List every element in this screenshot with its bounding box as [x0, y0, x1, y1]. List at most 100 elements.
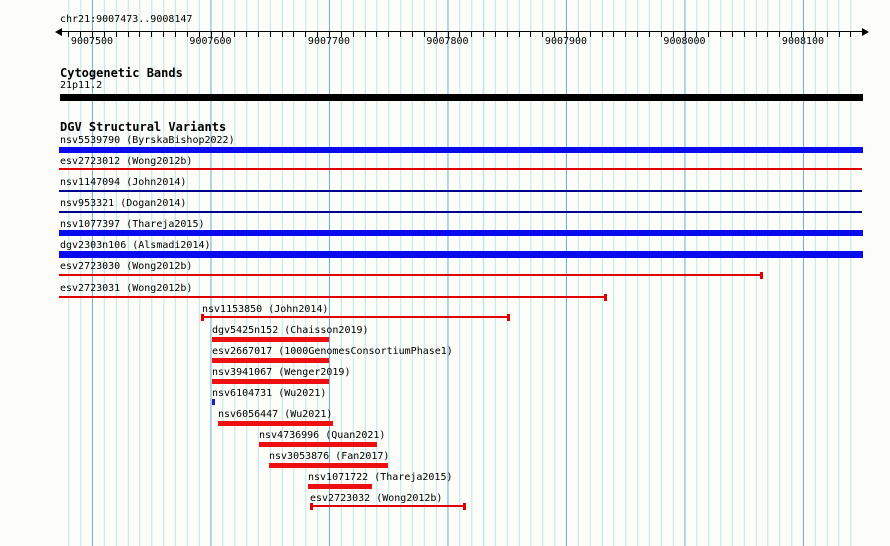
- ruler-tick: [400, 32, 402, 37]
- variant-label[interactable]: nsv1071722 (Thareja2015): [308, 472, 453, 483]
- variant-glyph-line[interactable]: [202, 316, 509, 318]
- ruler-tick-label: 9007800: [426, 36, 469, 47]
- variant-glyph-line[interactable]: [59, 190, 862, 192]
- variant-label[interactable]: dgv2303n106 (Alsmadi2014): [60, 240, 211, 251]
- variant-glyph-bar[interactable]: [212, 379, 329, 384]
- variant-label[interactable]: nsv3053876 (Fan2017): [269, 451, 390, 462]
- variant-glyph-bar[interactable]: [308, 484, 372, 489]
- variant-label[interactable]: esv2723032 (Wong2012b): [310, 493, 443, 504]
- ruler-tick: [554, 32, 556, 37]
- ruler-tick: [388, 32, 390, 37]
- ruler-tick: [222, 32, 224, 37]
- ruler-tick-label: 9008100: [781, 36, 825, 47]
- ruler-tick: [246, 32, 248, 37]
- ruler-tick: [601, 32, 603, 37]
- ruler-tick: [708, 32, 710, 37]
- variant-glyph-line[interactable]: [59, 274, 762, 276]
- variant-glyph-bar[interactable]: [269, 463, 388, 468]
- ruler-tick-label: 9007500: [70, 36, 114, 47]
- variant-glyph-line[interactable]: [59, 168, 862, 170]
- ruler-tick: [459, 32, 461, 37]
- ruler-tick: [257, 32, 259, 37]
- variant-label[interactable]: nsv1147094 (John2014): [60, 177, 187, 188]
- variant-glyph-line[interactable]: [59, 211, 862, 213]
- ruler-tick: [814, 32, 816, 37]
- ruler-tick: [269, 32, 271, 37]
- grid-background: [59, 0, 853, 546]
- ruler-tick: [186, 32, 188, 37]
- ruler-tick: [127, 32, 129, 37]
- variant-endcap-left: [310, 502, 313, 510]
- ruler-tick: [293, 32, 295, 37]
- ruler-arrow-right-icon: [862, 27, 869, 36]
- variant-label[interactable]: nsv5539790 (ByrskaBishop2022): [60, 135, 235, 146]
- ruler-tick: [779, 32, 781, 37]
- variant-label[interactable]: nsv4736996 (Quan2021): [259, 430, 386, 441]
- ruler-tick: [340, 32, 342, 37]
- ruler-tick-label: 9007600: [189, 36, 232, 47]
- ruler-tick: [447, 32, 449, 37]
- ruler-tick: [660, 32, 662, 37]
- ruler-tick: [210, 32, 212, 37]
- ruler-tick: [151, 32, 153, 37]
- ruler-tick: [613, 32, 615, 37]
- ruler-tick: [376, 32, 378, 37]
- variant-glyph-bar[interactable]: [259, 442, 377, 447]
- ruler-tick: [826, 32, 828, 37]
- ruler-tick: [791, 32, 793, 37]
- ruler-tick: [92, 32, 93, 37]
- variant-glyph-bar[interactable]: [218, 421, 333, 426]
- variant-label[interactable]: esv2723030 (Wong2012b): [60, 261, 193, 272]
- track-header-cytogenetic-bands: Cytogenetic Bands: [60, 66, 183, 80]
- variant-glyph-bar[interactable]: [212, 358, 329, 363]
- variant-label[interactable]: dgv5425n152 (Chaisson2019): [212, 325, 369, 336]
- ruler-tick: [755, 32, 757, 37]
- ruler-tick: [281, 32, 283, 37]
- variant-label[interactable]: nsv953321 (Dogan2014): [60, 198, 187, 209]
- ruler-tick: [139, 32, 141, 37]
- ruler-tick: [103, 32, 105, 37]
- ruler-tick: [767, 32, 769, 37]
- variant-label[interactable]: esv2667017 (1000GenomesConsortiumPhase1): [212, 346, 453, 357]
- ruler-tick: [720, 32, 722, 37]
- variant-glyph-point[interactable]: [212, 399, 215, 405]
- ruler-arrow-left-icon: [55, 27, 62, 36]
- variant-label[interactable]: nsv6056447 (Wu2021): [218, 409, 333, 420]
- ruler-tick: [530, 32, 532, 37]
- ruler-tick: [423, 32, 425, 37]
- variant-glyph-bar[interactable]: [59, 147, 863, 153]
- variant-label[interactable]: nsv6104731 (Wu2021): [212, 388, 327, 399]
- ruler-tick: [115, 32, 117, 37]
- variant-label[interactable]: esv2723031 (Wong2012b): [60, 283, 193, 294]
- ruler-tick: [566, 32, 567, 37]
- ruler-tick: [483, 32, 485, 37]
- ruler-tick: [731, 32, 733, 37]
- cytoband-bar[interactable]: [60, 94, 863, 101]
- ruler-tick: [234, 32, 236, 37]
- ruler-tick: [198, 32, 200, 37]
- ruler-tick: [317, 32, 319, 37]
- ruler-tick: [518, 32, 520, 37]
- variant-label[interactable]: nsv1077397 (Thareja2015): [60, 219, 205, 230]
- variant-label[interactable]: esv2723012 (Wong2012b): [60, 156, 193, 167]
- variant-glyph-bar[interactable]: [59, 230, 863, 236]
- ruler-tick: [648, 32, 650, 37]
- variant-glyph-line[interactable]: [311, 505, 465, 507]
- variant-label[interactable]: nsv1153850 (John2014): [202, 304, 329, 315]
- variant-glyph-bar[interactable]: [212, 337, 329, 342]
- ruler-tick: [625, 32, 627, 37]
- ruler-tick: [850, 32, 852, 37]
- ruler-tick: [684, 32, 686, 37]
- ruler-tick: [435, 32, 437, 37]
- ruler-tick: [637, 32, 639, 37]
- ruler-tick: [743, 32, 745, 37]
- ruler-tick: [696, 32, 698, 37]
- ruler-tick-label: 9008000: [663, 36, 706, 47]
- variant-label[interactable]: nsv3941067 (Wenger2019): [212, 367, 351, 378]
- ruler-tick: [506, 32, 508, 37]
- variant-glyph-bar[interactable]: [59, 251, 863, 258]
- variant-endcap-right: [507, 313, 510, 321]
- variant-glyph-line[interactable]: [59, 296, 606, 298]
- ruler-tick: [494, 32, 496, 37]
